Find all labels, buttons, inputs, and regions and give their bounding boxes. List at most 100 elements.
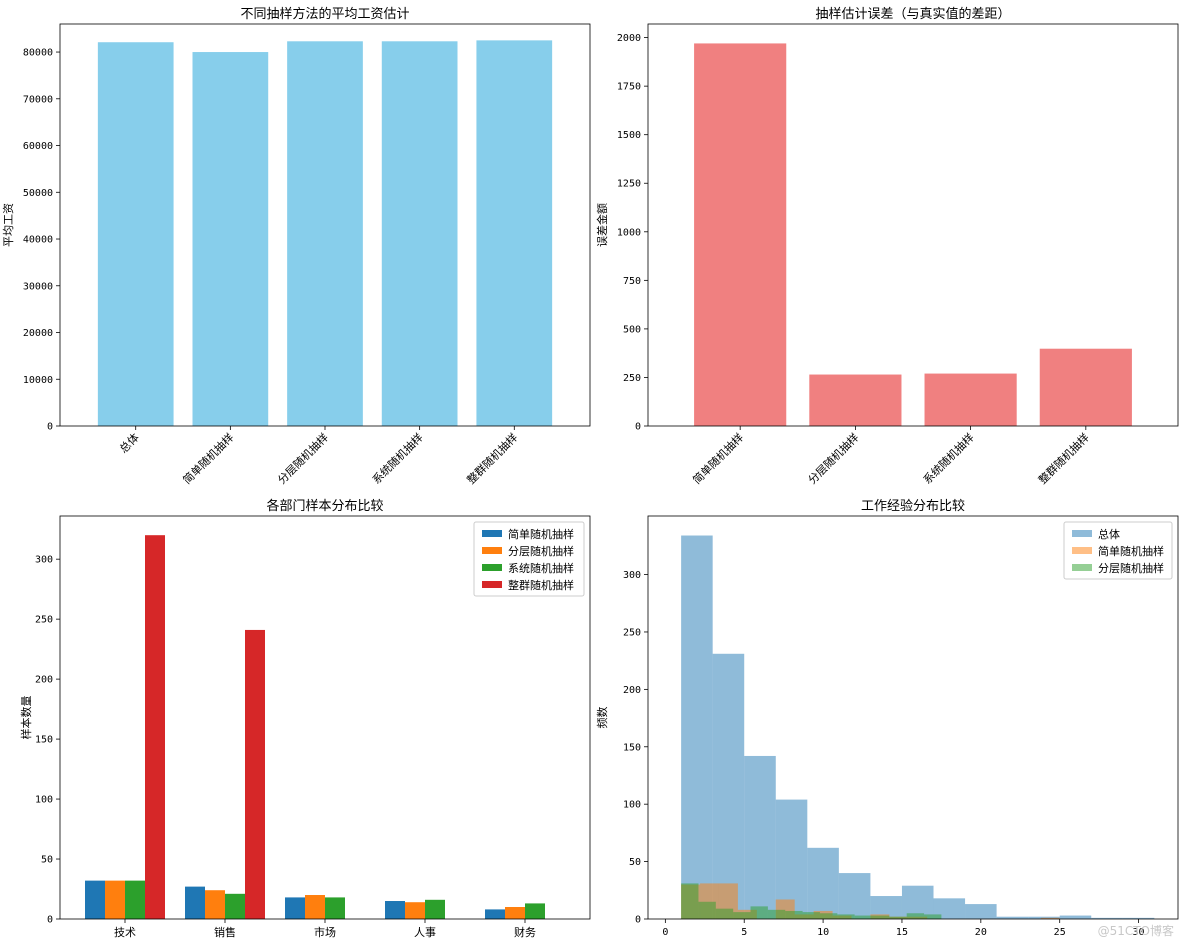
y-tick-label: 40000 [23, 235, 53, 246]
y-tick-label: 2000 [617, 33, 641, 44]
x-tick-label: 简单随机抽样 [180, 430, 237, 487]
bar [476, 40, 553, 426]
x-tick-label: 财务 [514, 925, 536, 939]
hist-bar [775, 799, 808, 919]
axes-frame [647, 515, 1179, 920]
x-tick-label: 总体 [116, 430, 141, 455]
y-tick-label: 50000 [23, 188, 53, 199]
hist-bar [1059, 915, 1092, 919]
bar [185, 886, 205, 919]
bar [385, 901, 405, 919]
x-tick-label: 10 [817, 927, 829, 938]
y-axis-label: 平均工资 [2, 203, 15, 247]
y-tick-label: 50 [41, 855, 53, 866]
y-tick-label: 200 [35, 675, 53, 686]
y-tick-label: 250 [623, 627, 641, 638]
y-tick-label: 250 [35, 615, 53, 626]
y-tick-label: 1750 [617, 82, 641, 93]
y-tick-label: 750 [623, 276, 641, 287]
x-tick-label: 分层随机抽样 [275, 430, 332, 487]
bar [125, 880, 145, 919]
y-tick-label: 0 [635, 422, 641, 433]
hist-bar [889, 916, 907, 919]
y-axis-label: 频数 [595, 707, 609, 729]
y-tick-label: 1500 [617, 130, 641, 141]
y-tick-label: 50 [629, 857, 641, 868]
bar [192, 52, 269, 427]
axes-frame [59, 515, 591, 920]
x-tick-label: 分层随机抽样 [805, 430, 862, 487]
hist-bar [681, 883, 699, 919]
y-axis-label: 误差金额 [595, 203, 609, 247]
y-tick-label: 1000 [617, 227, 641, 238]
y-tick-label: 60000 [23, 141, 53, 152]
hist-bar [996, 916, 1029, 919]
hist-bar [819, 913, 838, 919]
hist-bar [712, 653, 745, 919]
x-tick-label: 简单随机抽样 [690, 430, 747, 487]
y-tick-label: 250 [623, 373, 641, 384]
legend-swatch [1072, 564, 1092, 571]
bar [505, 907, 525, 919]
hist-bar [733, 912, 751, 919]
bar [485, 909, 505, 919]
hist-bar [1122, 917, 1155, 919]
watermark: @51CTO博客 [1097, 924, 1174, 938]
y-axis-label: 样本数量 [19, 696, 33, 740]
y-tick-label: 0 [47, 915, 53, 926]
y-tick-label: 70000 [23, 94, 53, 105]
hist-bar [838, 873, 871, 919]
y-tick-label: 30000 [23, 281, 53, 292]
bar [225, 893, 245, 919]
legend-label: 系统随机抽样 [508, 561, 574, 575]
hist-bar [870, 896, 902, 919]
hist-bar [767, 909, 786, 919]
y-tick-label: 200 [623, 685, 641, 696]
y-tick-label: 10000 [23, 375, 53, 386]
y-tick-label: 20000 [23, 328, 53, 339]
bar [325, 897, 345, 919]
bar [405, 902, 425, 919]
y-tick-label: 0 [47, 422, 53, 433]
legend-swatch [1072, 547, 1092, 554]
y-tick-label: 1250 [617, 179, 641, 190]
y-tick-label: 300 [623, 570, 641, 581]
legend-label: 简单随机抽样 [1098, 544, 1164, 558]
x-tick-label: 整群随机抽样 [464, 430, 521, 487]
x-tick-label: 0 [662, 927, 668, 938]
hist-bar [933, 898, 966, 919]
hist-bar [1091, 917, 1123, 919]
hist-bar [906, 913, 925, 919]
bar [305, 895, 325, 919]
x-tick-label: 市场 [314, 925, 336, 939]
hist-bar [871, 915, 890, 919]
x-tick-label: 30 [1133, 927, 1145, 938]
hist-bar [854, 915, 872, 919]
bar [924, 373, 1017, 426]
y-tick-label: 0 [635, 915, 641, 926]
x-tick-label: 人事 [414, 926, 436, 939]
bar [145, 535, 165, 919]
y-tick-label: 500 [623, 324, 641, 335]
legend-swatch [482, 530, 502, 537]
y-tick-label: 300 [35, 555, 53, 566]
bar [1039, 348, 1132, 426]
bar [245, 629, 265, 919]
hist-bar [681, 535, 713, 919]
hist-bar [698, 901, 716, 919]
y-tick-label: 150 [623, 742, 641, 753]
legend-swatch [482, 581, 502, 588]
x-tick-label: 系统随机抽样 [920, 430, 977, 487]
bar [381, 41, 458, 426]
bar [97, 42, 174, 427]
bar [85, 880, 105, 919]
x-tick-label: 销售 [214, 925, 236, 939]
hist-bar [715, 908, 734, 919]
hist-bar [924, 914, 942, 919]
axes-frame [647, 23, 1179, 427]
x-tick-label: 20 [975, 927, 987, 938]
x-tick-label: 技术 [114, 926, 136, 939]
chart-title: 工作经验分布比较 [861, 498, 965, 514]
legend-label: 简单随机抽样 [508, 527, 574, 541]
bar [205, 890, 225, 919]
